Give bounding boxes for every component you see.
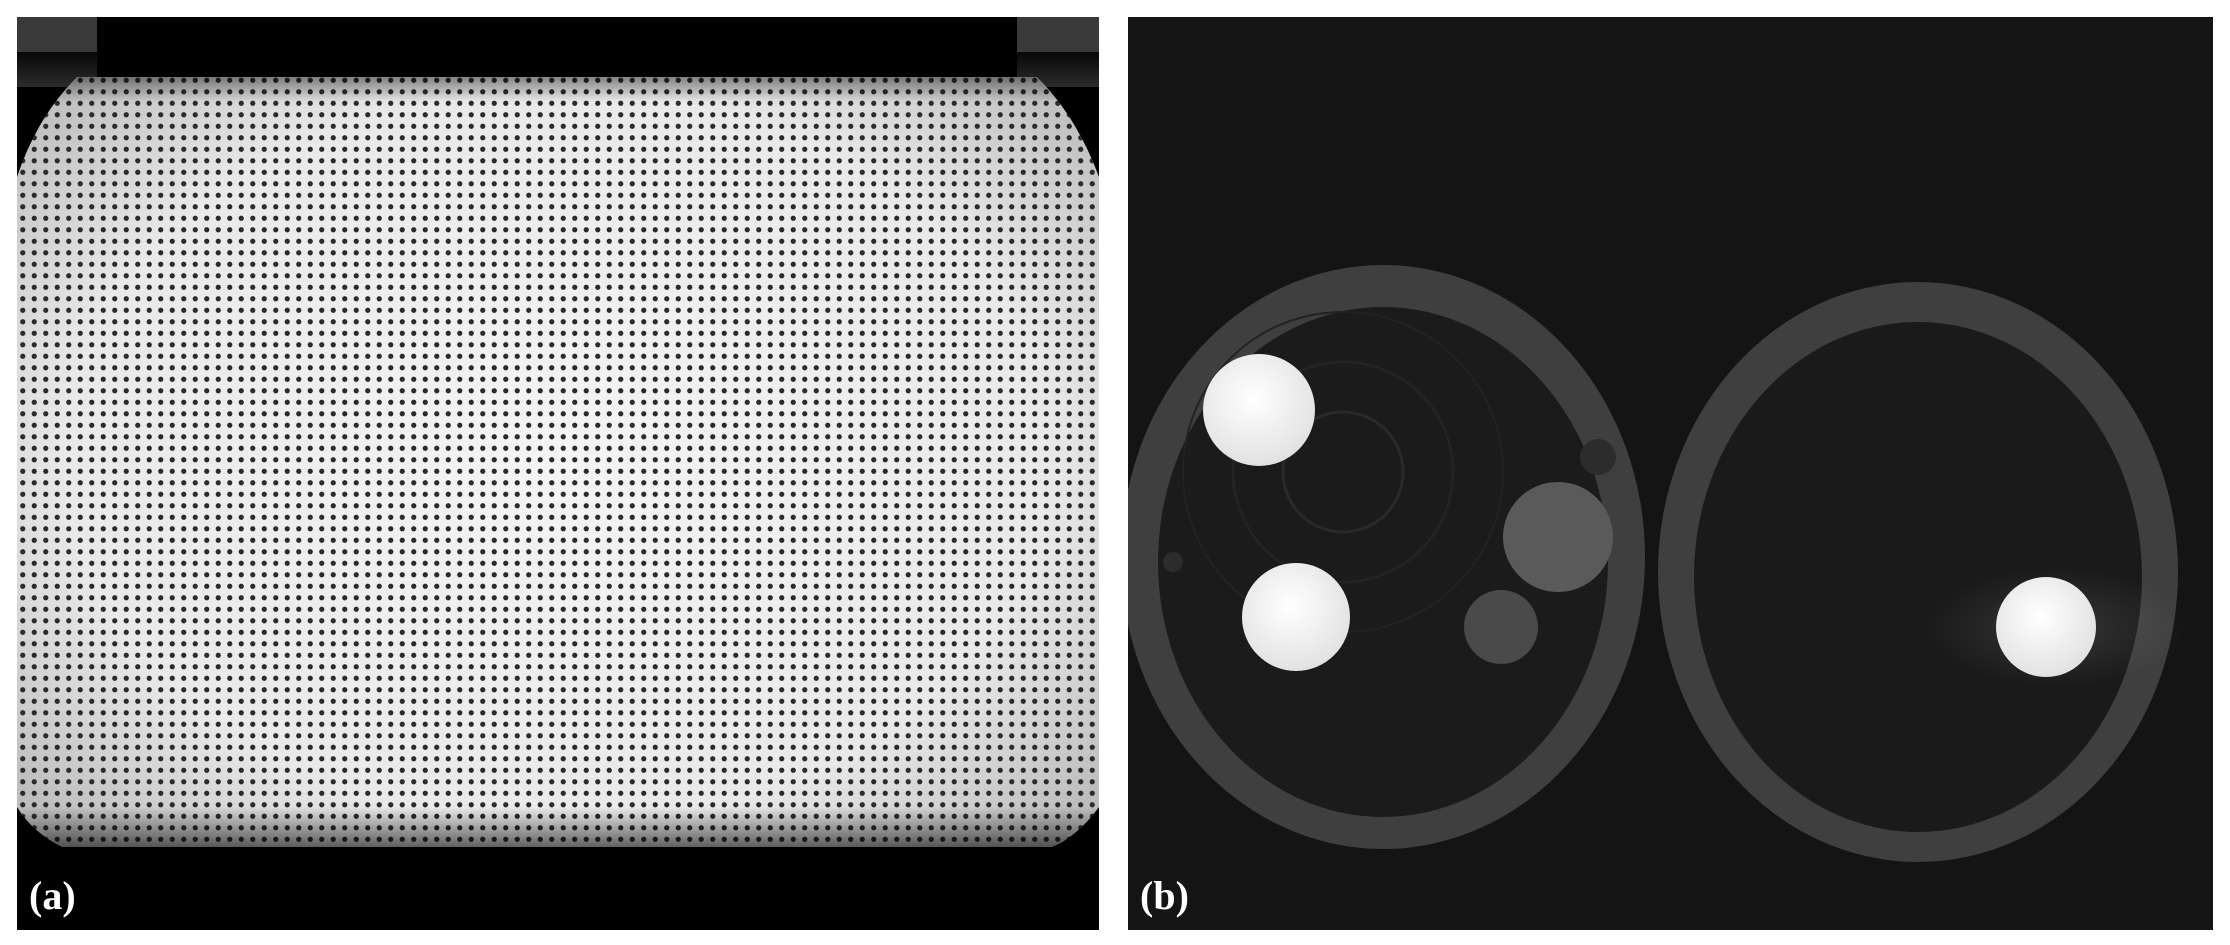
panel-a: (a) bbox=[17, 17, 1099, 930]
ct-slice-image bbox=[1128, 17, 2213, 930]
grid-phantom-image bbox=[17, 17, 1099, 930]
right-tube bbox=[1658, 282, 2188, 862]
panel-a-label: (a) bbox=[29, 873, 76, 918]
left-tube bbox=[1128, 265, 1645, 849]
panel-b-label: (b) bbox=[1140, 873, 1189, 918]
panel-b: (b) bbox=[1128, 17, 2213, 930]
